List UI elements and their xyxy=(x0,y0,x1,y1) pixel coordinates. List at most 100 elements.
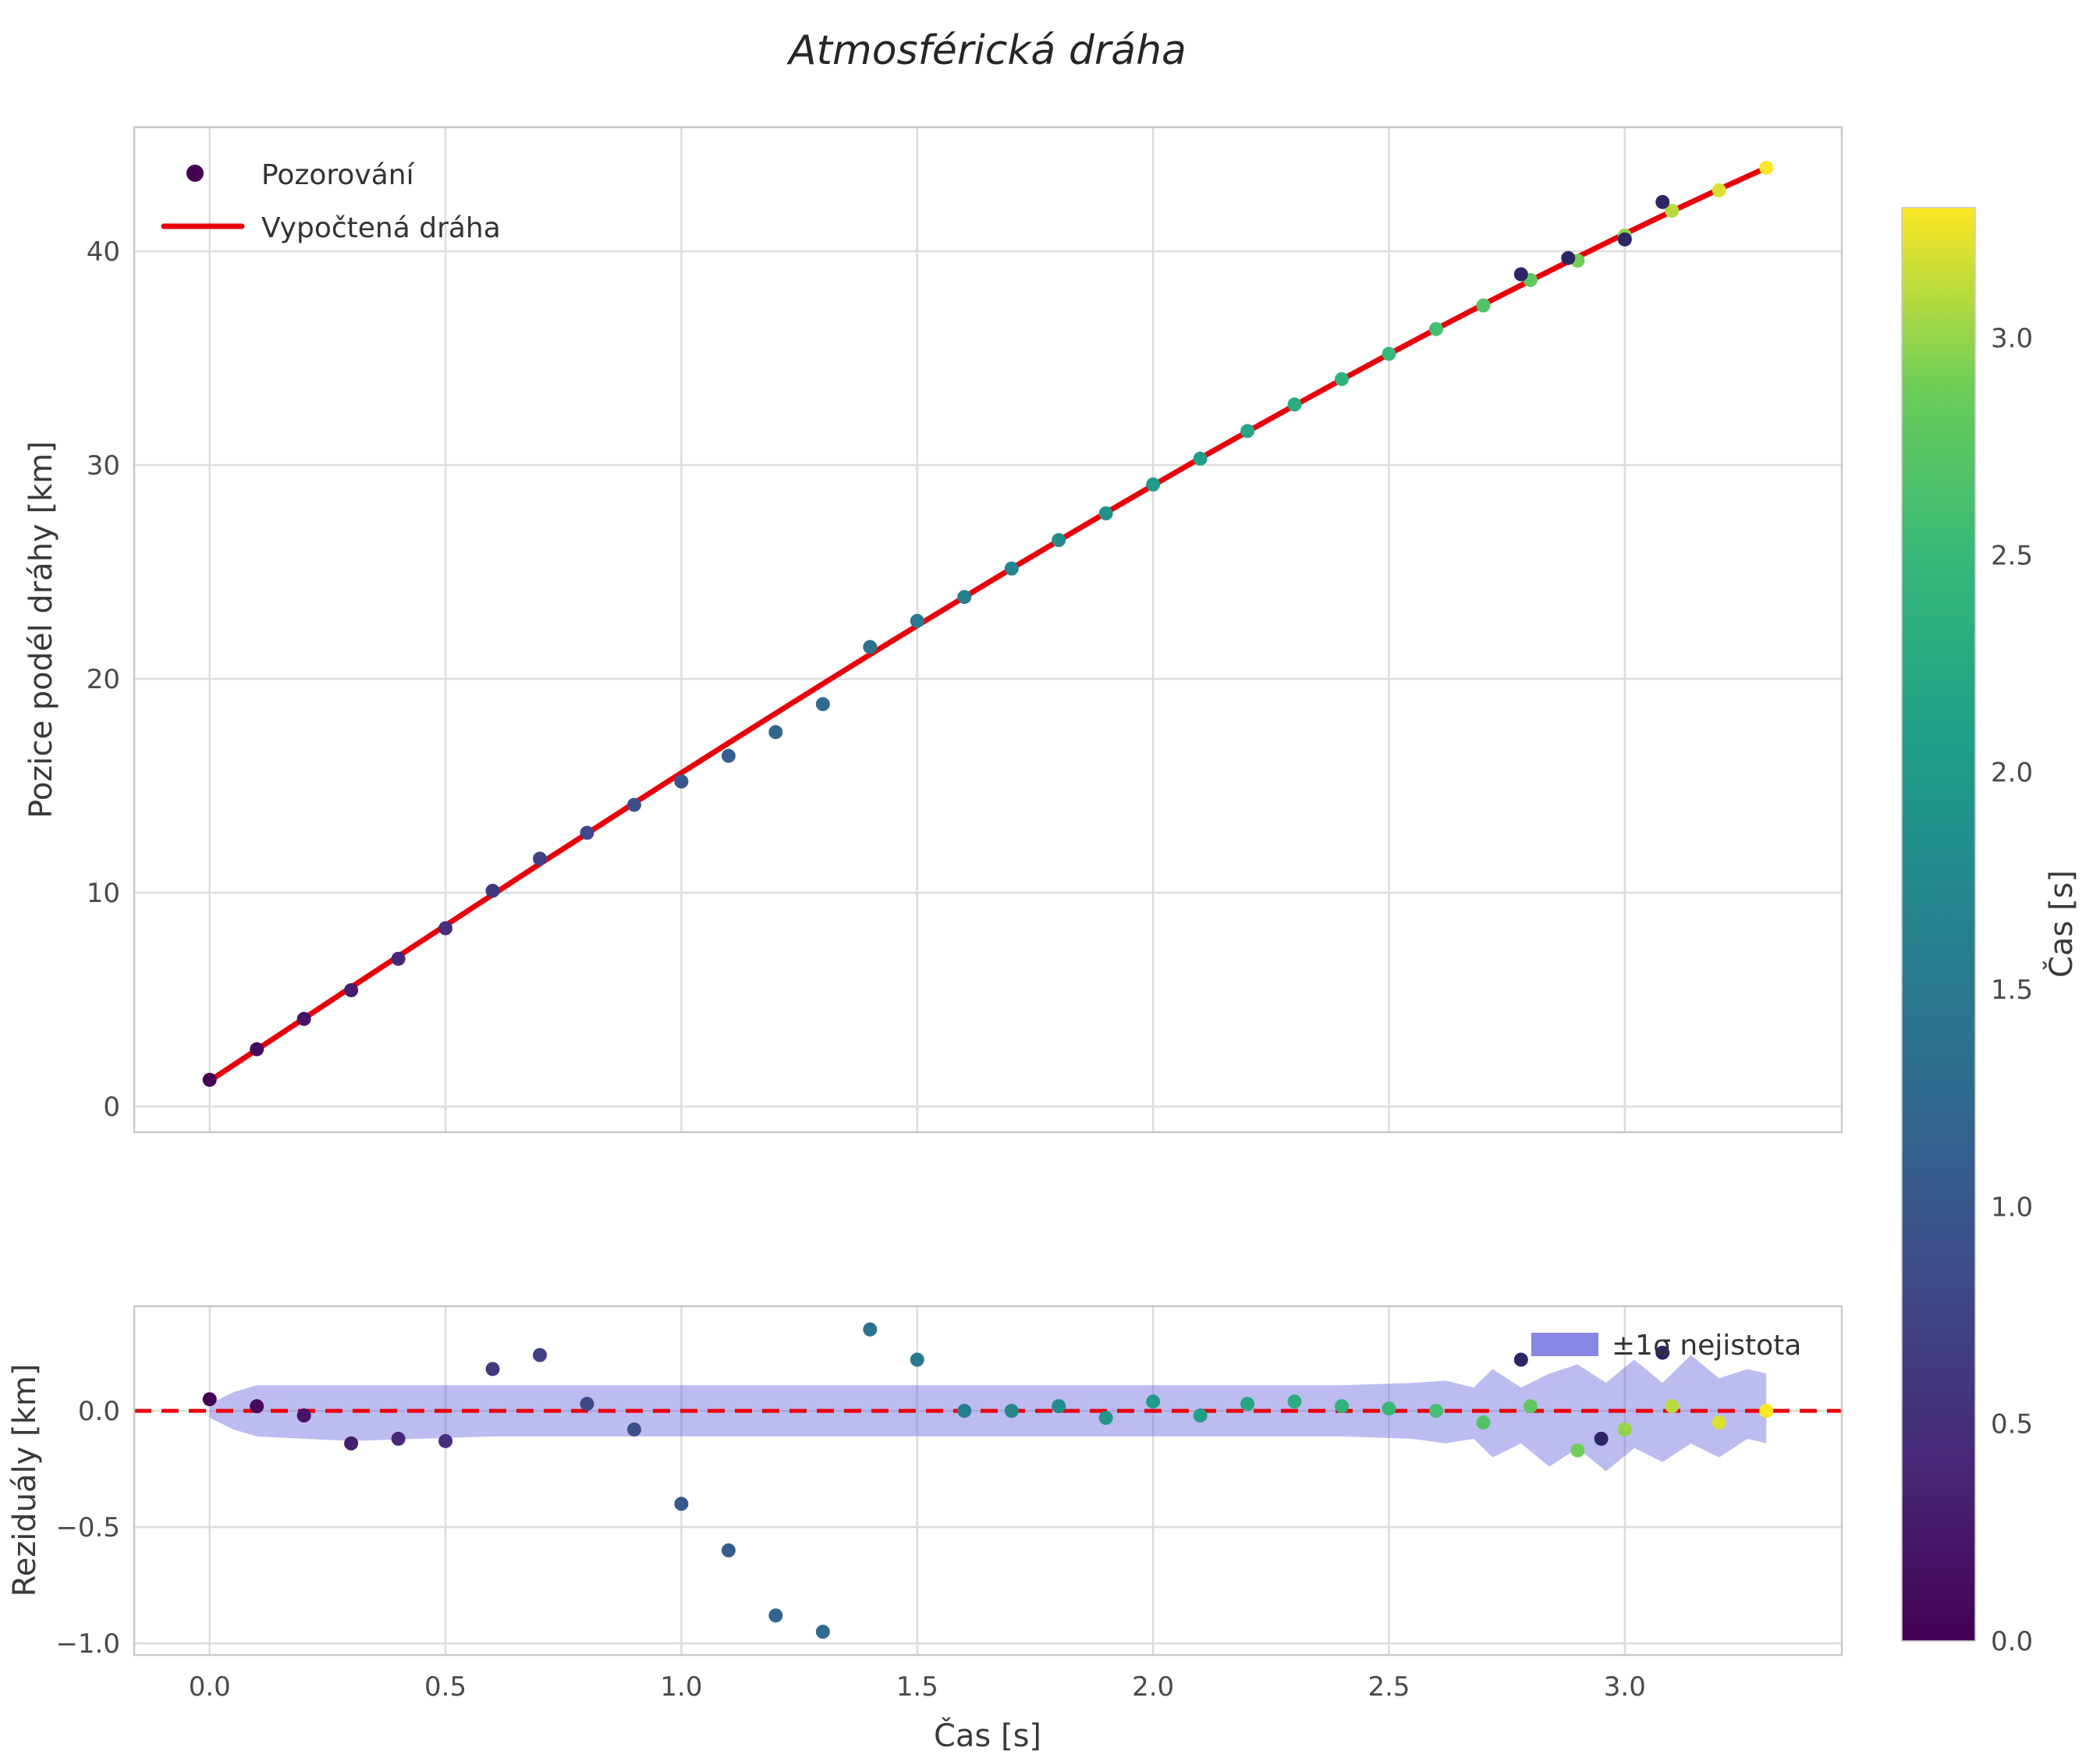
residual-point xyxy=(910,1352,924,1367)
observation-point xyxy=(1146,477,1161,492)
observation-point xyxy=(202,1072,217,1087)
observation-point xyxy=(344,983,359,998)
y-tick-label: 30 xyxy=(87,450,120,481)
observation-point xyxy=(910,613,924,628)
residual-point xyxy=(957,1404,972,1419)
residual-point xyxy=(344,1436,359,1451)
colorbar-tick-label: 1.0 xyxy=(1991,1192,2033,1223)
observation-point xyxy=(438,921,453,936)
residual-point xyxy=(1428,1404,1443,1419)
x-tick-label: 2.5 xyxy=(1367,1671,1410,1703)
residual-point xyxy=(485,1362,500,1376)
legend-fit-label: Vypočtená dráha xyxy=(261,212,501,244)
legend-observation-marker-icon xyxy=(186,165,204,182)
observation-point-dark xyxy=(1655,194,1670,209)
residual-point xyxy=(1523,1399,1538,1414)
legend-band-swatch-icon xyxy=(1531,1333,1598,1356)
residual-point xyxy=(580,1397,594,1412)
residual-point xyxy=(1570,1443,1585,1458)
x-tick-label: 0.0 xyxy=(189,1671,231,1703)
residual-point xyxy=(1382,1401,1396,1416)
residual-point xyxy=(1052,1399,1066,1414)
x-tick-label: 1.5 xyxy=(896,1671,938,1703)
observation-point xyxy=(1098,506,1113,520)
residual-point-dark xyxy=(1655,1345,1670,1360)
observation-point-dark xyxy=(1513,267,1528,282)
observation-point xyxy=(580,826,594,840)
observation-point xyxy=(863,640,878,655)
colorbar-label: Čas [s] xyxy=(2042,870,2080,978)
residual-point xyxy=(1335,1399,1350,1414)
colorbar-tick-label: 0.0 xyxy=(1991,1626,2033,1657)
colorbar-tick-label: 1.5 xyxy=(1991,975,2033,1006)
residual-point xyxy=(1193,1408,1208,1423)
axes-spines xyxy=(133,1305,1843,1657)
residual-point xyxy=(626,1422,641,1437)
residual-point xyxy=(815,1625,830,1639)
residual-point xyxy=(1665,1399,1680,1414)
observation-point xyxy=(250,1042,264,1057)
y-tick-label: 40 xyxy=(87,236,120,268)
trajectory-axes: 0 10 20 30 40 xyxy=(87,126,1843,1134)
observation-point xyxy=(815,697,830,712)
observation-point xyxy=(1193,451,1208,466)
colorbar: 0.0 0.5 1.0 1.5 2.0 2.5 3.0 xyxy=(1901,207,2033,1657)
y-tick-label: −0.5 xyxy=(55,1512,120,1543)
observation-point xyxy=(1287,397,1302,412)
residual-point xyxy=(202,1392,217,1407)
observation-point xyxy=(1665,204,1680,218)
colorbar-tick-label: 0.5 xyxy=(1991,1409,2033,1440)
y-tick-label: 0 xyxy=(103,1092,120,1123)
residual-point xyxy=(863,1322,878,1337)
residual-point xyxy=(768,1608,783,1623)
residual-point xyxy=(533,1348,548,1362)
residual-point xyxy=(1617,1422,1632,1437)
residual-point xyxy=(1098,1411,1113,1426)
residual-point xyxy=(296,1408,311,1423)
residuals-legend: ±1σ nejistota xyxy=(1531,1330,1801,1362)
legend-band-label: ±1σ nejistota xyxy=(1612,1330,1801,1362)
residual-point xyxy=(721,1543,736,1557)
colorbar-gradient xyxy=(1901,207,1976,1642)
residual-point xyxy=(1476,1415,1491,1429)
residual-point xyxy=(391,1431,406,1446)
residual-point xyxy=(1240,1397,1255,1412)
x-axis-label: Čas [s] xyxy=(934,1717,1041,1754)
axes-spines xyxy=(133,126,1843,1134)
residual-point xyxy=(1287,1394,1302,1409)
residual-point xyxy=(1712,1415,1726,1429)
observation-point xyxy=(1240,424,1255,439)
axes-background xyxy=(134,127,1842,1132)
observation-point xyxy=(1759,161,1774,176)
residual-point xyxy=(1146,1394,1161,1409)
observation-point xyxy=(485,883,500,898)
observation-point xyxy=(1335,371,1350,386)
colorbar-tick-label: 2.0 xyxy=(1991,758,2033,789)
colorbar-tick-label: 2.5 xyxy=(1991,540,2033,571)
y-tick-label: 20 xyxy=(87,664,120,695)
residual-point xyxy=(674,1497,689,1511)
observation-point xyxy=(768,725,783,740)
observation-point xyxy=(1052,533,1066,548)
observation-point xyxy=(1428,321,1443,336)
observation-point xyxy=(957,590,972,605)
x-tick-label: 2.0 xyxy=(1132,1671,1174,1703)
observation-point xyxy=(721,748,736,763)
colorbar-tick-label: 3.0 xyxy=(1991,323,2033,354)
fit-line xyxy=(207,165,1769,1084)
y-tick-label: −1.0 xyxy=(55,1628,120,1660)
y-tick-label: 10 xyxy=(87,878,120,909)
observation-point xyxy=(296,1011,311,1026)
observation-point xyxy=(1476,298,1491,313)
trajectory-y-axis-label: Pozice podél dráhy [km] xyxy=(23,441,59,819)
observation-point xyxy=(1382,346,1396,361)
observation-point-dark xyxy=(1617,232,1632,247)
observation-point xyxy=(1004,561,1019,576)
figure-title: Atmosférická dráha xyxy=(786,27,1187,74)
observation-point xyxy=(533,851,548,866)
residuals-y-axis-label: Reziduály [km] xyxy=(7,1364,43,1597)
residuals-axes: 0.0 0.5 1.0 1.5 2.0 2.5 3.0 0.0 −0.5 −1.0 xyxy=(55,1305,1843,1703)
residual-point xyxy=(1759,1404,1774,1419)
